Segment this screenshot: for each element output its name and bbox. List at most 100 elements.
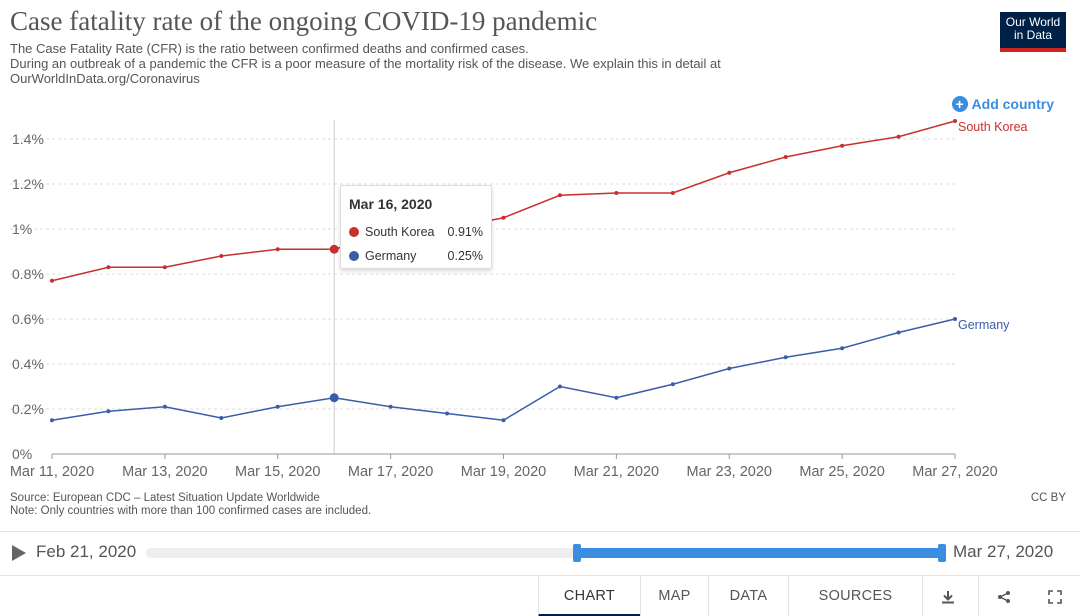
data-point	[783, 155, 788, 159]
data-point	[896, 330, 901, 335]
logo-line-2: in Data	[1013, 28, 1053, 42]
data-point	[727, 366, 732, 371]
hover-tooltip: Mar 16, 2020 South Korea 0.91% Germany 0…	[340, 185, 492, 269]
x-tick-label: Mar 25, 2020	[799, 464, 884, 480]
series-line	[51, 318, 956, 422]
bottom-tabs: CHART MAP DATA SOURCES	[0, 575, 1080, 616]
data-point	[670, 382, 675, 387]
data-point	[162, 404, 167, 409]
y-tick-label: 0%	[12, 446, 32, 462]
x-tick-label: Mar 13, 2020	[122, 464, 207, 480]
x-tick-label: Mar 17, 2020	[348, 464, 433, 480]
add-country-button[interactable]: + Add country	[951, 96, 1054, 112]
chart-title: Case fatality rate of the ongoing COVID-…	[10, 6, 598, 36]
data-point	[329, 393, 339, 403]
data-point	[501, 215, 506, 220]
timeline-end-label: Mar 27, 2020	[953, 542, 1054, 561]
tab-data[interactable]: DATA	[708, 576, 788, 616]
y-tick-label: 0.8%	[12, 266, 44, 282]
data-point	[840, 143, 845, 148]
tooltip-name: South Korea	[365, 225, 435, 239]
subtitle-line-2: During an outbreak of a pandemic the CFR…	[10, 56, 721, 71]
data-point	[50, 418, 54, 423]
data-point	[219, 416, 224, 420]
x-tick-label: Mar 19, 2020	[461, 464, 546, 480]
y-tick-label: 1.2%	[12, 176, 44, 192]
x-tick-label: Mar 15, 2020	[235, 464, 320, 480]
data-point	[783, 355, 788, 360]
timeline-end-handle[interactable]	[938, 544, 946, 562]
tooltip-value: 0.91%	[447, 225, 483, 239]
data-point	[329, 244, 339, 254]
data-point	[557, 384, 562, 389]
plus-icon: +	[951, 96, 968, 112]
tooltip-row-germany: Germany 0.25%	[349, 244, 483, 268]
data-point	[557, 193, 562, 198]
data-point	[727, 170, 732, 175]
play-icon[interactable]	[12, 545, 26, 561]
data-point	[953, 119, 957, 123]
data-point	[614, 395, 619, 400]
y-tick-label: 0.6%	[12, 311, 44, 327]
tab-map[interactable]: MAP	[640, 576, 708, 616]
owid-logo[interactable]: Our World in Data	[1000, 12, 1066, 52]
x-tick-label: Mar 11, 2020	[10, 464, 94, 480]
data-point	[896, 134, 901, 139]
data-point	[162, 265, 167, 270]
download-icon[interactable]	[922, 576, 972, 616]
data-point	[840, 346, 845, 351]
y-tick-label: 0.2%	[12, 401, 44, 417]
note-line: Note: Only countries with more than 100 …	[10, 505, 372, 517]
series-line	[51, 120, 956, 282]
x-tick-label: Mar 27, 2020	[912, 464, 997, 480]
logo-line-1: Our World	[1005, 15, 1061, 29]
subtitle-line-3[interactable]: OurWorldInData.org/Coronavirus	[10, 71, 200, 86]
y-tick-label: 0.4%	[12, 356, 44, 372]
data-point	[501, 418, 506, 423]
timeline-selected-range[interactable]	[577, 548, 943, 558]
timeline[interactable]: Feb 21, 2020 Mar 27, 2020	[0, 531, 1080, 575]
timeline-start-label: Feb 21, 2020	[36, 542, 137, 561]
series-label: Germany	[958, 318, 1010, 332]
tooltip-dot-germany	[349, 251, 359, 261]
tooltip-dot-south-korea	[349, 227, 359, 237]
data-point	[50, 278, 54, 283]
tab-chart[interactable]: CHART	[538, 576, 640, 616]
timeline-track[interactable]	[146, 548, 942, 558]
tooltip-row-south-korea: South Korea 0.91%	[349, 220, 483, 244]
tab-sources[interactable]: SOURCES	[788, 576, 922, 616]
source-note: Source: European CDC – Latest Situation …	[10, 492, 371, 518]
data-point	[388, 404, 393, 409]
data-point	[106, 409, 111, 414]
chart-subtitle: The Case Fatality Rate (CFR) is the rati…	[10, 41, 830, 86]
tooltip-value: 0.25%	[447, 249, 483, 263]
x-tick-label: Mar 23, 2020	[687, 464, 772, 480]
series-label: South Korea	[958, 120, 1028, 134]
tooltip-name: Germany	[365, 249, 417, 263]
tooltip-date: Mar 16, 2020	[349, 196, 433, 212]
add-country-label: Add country	[971, 96, 1054, 112]
y-tick-label: 1.4%	[12, 131, 44, 147]
data-point	[275, 247, 280, 252]
timeline-start-handle[interactable]	[573, 544, 581, 562]
x-tick-label: Mar 21, 2020	[574, 464, 659, 480]
x-axis: Mar 11, 2020 Mar 13, 2020 Mar 15, 2020 Mar …	[10, 453, 998, 480]
data-point	[445, 411, 450, 416]
data-point	[670, 191, 675, 195]
data-point	[219, 254, 224, 258]
y-tick-label: 1%	[12, 221, 32, 237]
series-lines	[50, 119, 957, 423]
fullscreen-icon[interactable]	[1030, 576, 1080, 616]
data-point	[953, 317, 957, 321]
series-labels: South Korea Germany	[958, 120, 1028, 332]
data-point	[106, 265, 111, 270]
source-line[interactable]: Source: European CDC – Latest Situation …	[10, 492, 320, 504]
data-point	[614, 191, 619, 195]
data-point	[275, 404, 280, 409]
subtitle-line-1: The Case Fatality Rate (CFR) is the rati…	[10, 41, 529, 56]
grid-lines	[10, 120, 955, 454]
line-chart[interactable]: 0% 0.2% 0.4% 0.6% 0.8% 1% 1.2% 1.4% Mar 11, 202…	[0, 110, 1080, 480]
share-icon[interactable]	[978, 576, 1028, 616]
y-axis-ticks: 0% 0.2% 0.4% 0.6% 0.8% 1% 1.2% 1.4%	[12, 131, 44, 462]
license-link[interactable]: CC BY	[1030, 492, 1066, 504]
